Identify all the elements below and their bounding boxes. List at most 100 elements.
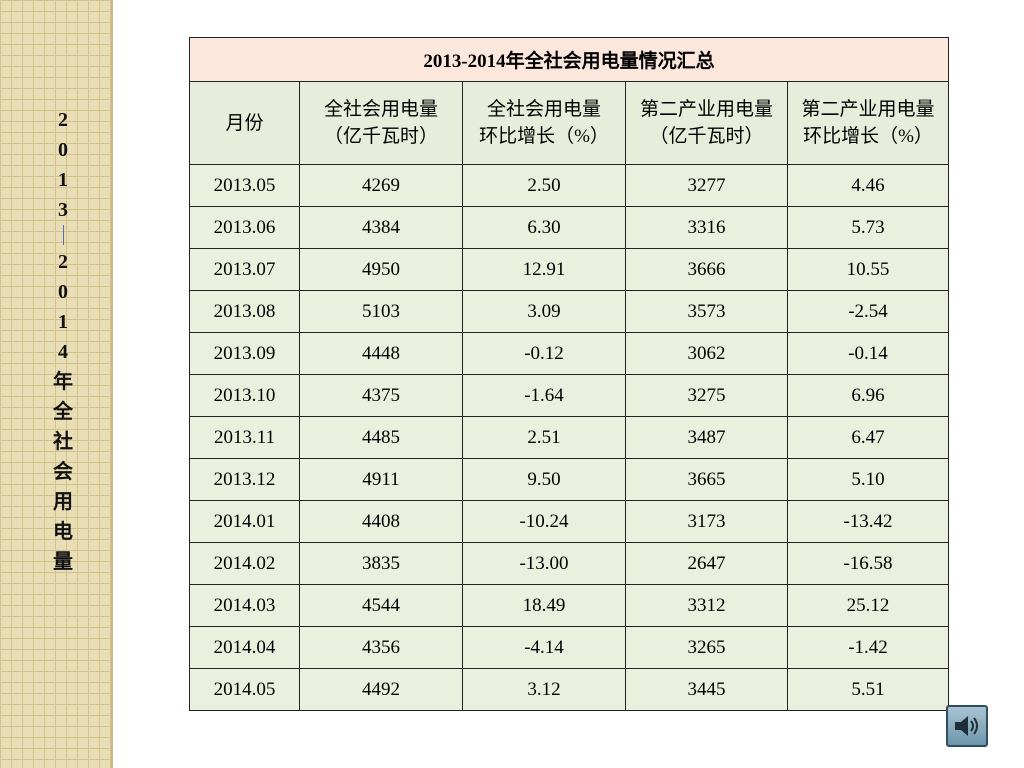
cell-total-consumption: 4485 (299, 416, 463, 459)
vertical-title-char: 年 (53, 371, 73, 393)
cell-secondary-consumption: 3312 (625, 584, 788, 627)
header-month: 月份 (189, 81, 300, 165)
table-body: 2013.05 4269 2.50 3277 4.46 2013.06 4384 6.30 33… (189, 164, 949, 711)
table-row: 2013.09 4448 -0.12 3062 -0.14 (189, 332, 949, 375)
table-row: 2014.04 4356 -4.14 3265 -1.42 (189, 626, 949, 669)
vertical-title-char: 0 (58, 139, 68, 161)
table-row: 2013.07 4950 12.91 3666 10.55 (189, 248, 949, 291)
vertical-title: 2 0 1 3 2 0 1 4 年 全 社 会 用 电 量 (44, 105, 82, 577)
electricity-summary-table: 2013-2014年全社会用电量情况汇总 月份 全社会用电量 （亿千瓦时） 全社… (189, 37, 949, 711)
decorative-side-strip (0, 0, 113, 768)
vertical-title-char: 电 (53, 521, 73, 543)
header-line: （亿千瓦时） (323, 126, 438, 147)
cell-secondary-consumption: 3445 (625, 668, 788, 711)
cell-secondary-growth: 4.46 (787, 164, 949, 207)
cell-secondary-growth: -2.54 (787, 290, 949, 333)
cell-total-consumption: 4950 (299, 248, 463, 291)
table-row: 2013.05 4269 2.50 3277 4.46 (189, 164, 949, 207)
header-line: 月份 (225, 112, 264, 134)
cell-total-growth: 6.30 (462, 206, 626, 249)
cell-month: 2013.06 (189, 206, 300, 249)
cell-total-consumption: 4269 (299, 164, 463, 207)
cell-month: 2013.07 (189, 248, 300, 291)
cell-secondary-growth: 25.12 (787, 584, 949, 627)
cell-secondary-growth: 5.73 (787, 206, 949, 249)
cell-total-growth: 12.91 (462, 248, 626, 291)
table-row: 2013.11 4485 2.51 3487 6.47 (189, 416, 949, 459)
cell-month: 2013.10 (189, 374, 300, 417)
cell-total-growth: -13.00 (462, 542, 626, 585)
vertical-title-char: 会 (53, 461, 73, 483)
table-row: 2013.08 5103 3.09 3573 -2.54 (189, 290, 949, 333)
header-line: 环比增长（%） (479, 126, 609, 147)
cell-month: 2013.12 (189, 458, 300, 501)
cell-total-growth: 18.49 (462, 584, 626, 627)
cell-month: 2014.02 (189, 542, 300, 585)
cell-secondary-consumption: 3265 (625, 626, 788, 669)
cell-secondary-consumption: 3277 (625, 164, 788, 207)
cell-secondary-consumption: 3665 (625, 458, 788, 501)
vertical-title-char: 1 (58, 169, 68, 191)
cell-total-consumption: 4448 (299, 332, 463, 375)
header-total-growth: 全社会用电量 环比增长（%） (462, 81, 626, 165)
cell-secondary-growth: 6.96 (787, 374, 949, 417)
header-line: （亿千瓦时） (649, 126, 764, 147)
cell-secondary-consumption: 3316 (625, 206, 788, 249)
table-row: 2013.06 4384 6.30 3316 5.73 (189, 206, 949, 249)
cell-total-growth: -0.12 (462, 332, 626, 375)
header-line: 第二产业用电量 (801, 99, 935, 120)
header-total-consumption: 全社会用电量 （亿千瓦时） (299, 81, 463, 165)
table-row: 2013.12 4911 9.50 3665 5.10 (189, 458, 949, 501)
speaker-icon[interactable] (946, 705, 988, 747)
vertical-title-char: 用 (53, 491, 73, 513)
cell-total-consumption: 5103 (299, 290, 463, 333)
header-line: 环比增长（%） (803, 126, 933, 147)
cell-month: 2013.05 (189, 164, 300, 207)
header-secondary-consumption: 第二产业用电量 （亿千瓦时） (625, 81, 788, 165)
cell-total-consumption: 4408 (299, 500, 463, 543)
vertical-title-char: 1 (58, 311, 68, 333)
table-title-row: 2013-2014年全社会用电量情况汇总 (189, 37, 949, 82)
cell-month: 2013.11 (189, 416, 300, 459)
cell-month: 2014.05 (189, 668, 300, 711)
speaker-icon-glyph (955, 716, 978, 736)
vertical-title-char: 社 (53, 431, 73, 453)
vertical-title-char: 全 (53, 401, 73, 423)
cell-total-consumption: 4492 (299, 668, 463, 711)
cell-secondary-consumption: 3062 (625, 332, 788, 375)
vertical-title-char: 3 (58, 199, 68, 221)
cell-month: 2014.03 (189, 584, 300, 627)
cell-secondary-growth: -13.42 (787, 500, 949, 543)
table-row: 2014.01 4408 -10.24 3173 -13.42 (189, 500, 949, 543)
cell-month: 2014.01 (189, 500, 300, 543)
cell-secondary-growth: -0.14 (787, 332, 949, 375)
header-line: 全社会用电量 (486, 99, 601, 120)
cell-secondary-growth: 6.47 (787, 416, 949, 459)
cell-total-growth: -1.64 (462, 374, 626, 417)
cell-secondary-consumption: 2647 (625, 542, 788, 585)
table-header-row: 月份 全社会用电量 （亿千瓦时） 全社会用电量 环比增长（%） 第二产业用电量 … (189, 81, 949, 165)
header-line: 全社会用电量 (323, 99, 438, 120)
cell-secondary-growth: 10.55 (787, 248, 949, 291)
cell-secondary-growth: -1.42 (787, 626, 949, 669)
cell-secondary-consumption: 3487 (625, 416, 788, 459)
table-row: 2014.03 4544 18.49 3312 25.12 (189, 584, 949, 627)
cell-secondary-consumption: 3275 (625, 374, 788, 417)
cell-total-consumption: 4911 (299, 458, 463, 501)
cell-total-consumption: 4544 (299, 584, 463, 627)
cell-total-growth: 3.09 (462, 290, 626, 333)
header-secondary-growth: 第二产业用电量 环比增长（%） (787, 81, 949, 165)
vertical-title-char: 量 (53, 551, 73, 573)
table-row: 2014.02 3835 -13.00 2647 -16.58 (189, 542, 949, 585)
cell-secondary-consumption: 3573 (625, 290, 788, 333)
cell-total-growth: 3.12 (462, 668, 626, 711)
cell-total-consumption: 4356 (299, 626, 463, 669)
cell-month: 2013.08 (189, 290, 300, 333)
cell-secondary-growth: 5.10 (787, 458, 949, 501)
table-row: 2013.10 4375 -1.64 3275 6.96 (189, 374, 949, 417)
table-row: 2014.05 4492 3.12 3445 5.51 (189, 668, 949, 711)
cell-total-growth: -10.24 (462, 500, 626, 543)
cell-total-consumption: 4375 (299, 374, 463, 417)
cell-month: 2014.04 (189, 626, 300, 669)
cell-secondary-consumption: 3173 (625, 500, 788, 543)
